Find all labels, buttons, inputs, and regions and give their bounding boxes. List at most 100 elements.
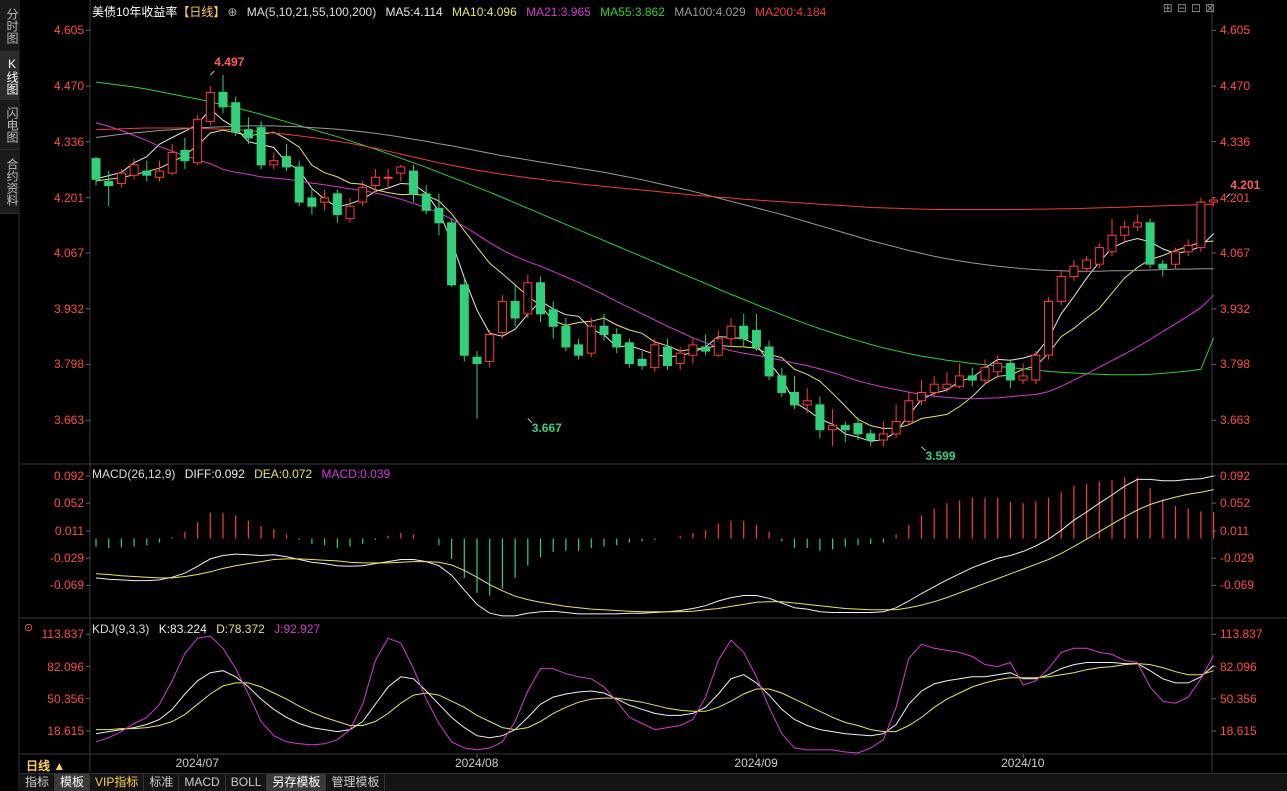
candle (294, 160, 304, 207)
tab-save-template[interactable]: 另存模板 (267, 774, 327, 791)
main-legend: 美债10年收益率【日线】 ⊕ MA(5,10,21,55,100,200) MA5… (92, 3, 832, 20)
price-annotation: 3.599 (925, 448, 956, 463)
y-tick-label: 4.201 (53, 190, 84, 205)
macd-line-diff (95, 475, 1214, 617)
kdj-target-icon[interactable]: ⊙ (24, 622, 34, 634)
tab-flash[interactable]: 闪电图 (0, 100, 19, 150)
candle (942, 371, 952, 393)
candle-body (612, 334, 622, 348)
y-tick-label: 4.336 (53, 134, 84, 149)
tab-manage-template[interactable]: 管理模板 (326, 774, 386, 791)
macd-dea: DEA:0.072 (254, 467, 313, 481)
candle-body (307, 197, 317, 207)
candle-body (548, 309, 558, 327)
window-tool-icons[interactable]: ⊞⊟⊡⊠ (1162, 1, 1219, 15)
y-tick-label: 3.663 (53, 413, 84, 428)
y-tick-label: 0.011 (54, 524, 84, 539)
candle-body (1069, 265, 1079, 278)
candle-body (1145, 222, 1155, 265)
candle (205, 86, 215, 126)
settings-icon[interactable]: ⊕ (227, 5, 238, 19)
candle-body (1018, 375, 1028, 381)
candle-body (536, 282, 545, 315)
y-tick-label: 4.336 (1220, 134, 1251, 149)
y-tick-label: 82.096 (47, 659, 84, 674)
candle (129, 158, 139, 180)
candle (1031, 351, 1041, 385)
candle-body (790, 391, 799, 406)
candle-body (802, 400, 812, 406)
candle-body (853, 423, 863, 435)
candle (193, 115, 203, 165)
y-tick-label: 0.092 (53, 469, 84, 483)
candle-body (1056, 276, 1066, 302)
kdj-line-d (96, 663, 1214, 733)
y-tick-label: 3.663 (1220, 413, 1251, 428)
candle-body (599, 325, 609, 336)
candle-body (1044, 300, 1053, 356)
tab-contract-info[interactable]: 合约资料 (0, 150, 19, 214)
candle (1044, 297, 1053, 360)
kdj-legend: KDJ(9,3,3) K:83.224 D:78.372 J:92.927 (92, 622, 326, 636)
y-tick-label: 0.052 (53, 496, 84, 511)
y-tick-label: -0.069 (1220, 578, 1255, 593)
candle (624, 338, 634, 368)
x-tick-label: 2024/09 (734, 756, 778, 770)
candle (231, 96, 241, 136)
y-tick-label: -0.029 (49, 551, 84, 566)
candle (917, 380, 926, 405)
tab-indicators[interactable]: 指标 (20, 774, 56, 791)
tab-vip-indicators[interactable]: VIP指标 (90, 774, 145, 791)
candle (1094, 243, 1104, 269)
tab-template[interactable]: 模板 (55, 774, 91, 791)
period-selector[interactable]: 日线 ▲ (26, 759, 66, 773)
candle-body (713, 338, 723, 356)
candle (459, 276, 469, 362)
tab-standard[interactable]: 标准 (144, 774, 180, 791)
candle (421, 185, 431, 215)
y-tick-label: 50.356 (1220, 691, 1257, 706)
candle-body (332, 193, 342, 216)
candle (993, 355, 1003, 378)
tab-kline[interactable]: K线图 (0, 52, 19, 100)
tab-boll[interactable]: BOLL (226, 774, 268, 791)
candle-body (561, 325, 571, 348)
tab-macd[interactable]: MACD (179, 774, 226, 791)
ma-line-ma21 (95, 122, 1214, 400)
y-tick-label: 4.201 (1220, 190, 1251, 205)
candle (599, 313, 609, 341)
candle (1120, 220, 1130, 244)
candle (688, 338, 698, 364)
candle (853, 417, 863, 441)
candle (980, 359, 990, 385)
candle (497, 295, 507, 339)
candle-body (1082, 259, 1092, 269)
candle (548, 301, 558, 339)
candle (472, 351, 482, 419)
candle-body (1132, 222, 1142, 228)
tab-intraday[interactable]: 分时图 (0, 0, 19, 52)
candle (358, 181, 368, 207)
candle-body (1209, 199, 1219, 203)
candle-body (129, 164, 139, 176)
candle-body (409, 170, 418, 195)
annotation-leader (921, 446, 926, 452)
candle (345, 197, 355, 223)
candle-body (104, 180, 114, 187)
candle (256, 121, 266, 169)
candle (751, 313, 761, 352)
y-tick-label: 4.067 (1220, 246, 1251, 260)
candle (561, 317, 571, 352)
candle-body (1171, 251, 1180, 265)
chart-frame (18, 0, 1287, 790)
candle (447, 218, 457, 287)
candle-body (955, 375, 965, 387)
candlesticks[interactable] (91, 75, 1219, 447)
ma21-value: MA21:3.965 (526, 5, 591, 19)
y-tick-label: 4.605 (53, 23, 84, 38)
candle (485, 330, 495, 368)
kdj-lines (95, 635, 1215, 754)
candle-body (282, 156, 291, 168)
candle-body (777, 375, 787, 393)
candle (637, 351, 647, 370)
